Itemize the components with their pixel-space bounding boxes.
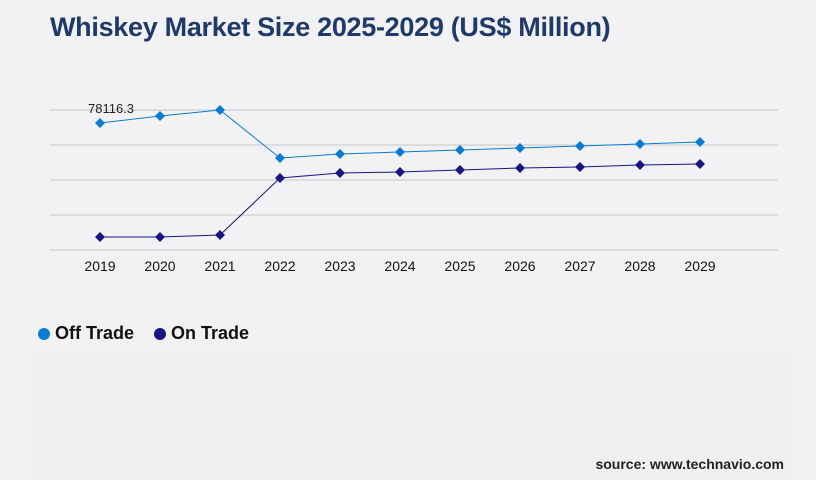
- data-point: [515, 143, 525, 154]
- data-point: [155, 111, 165, 122]
- x-tick-label: 2029: [684, 258, 715, 274]
- legend: Off Trade On Trade: [38, 323, 249, 344]
- data-point: [635, 160, 645, 171]
- legend-item-on-trade[interactable]: On Trade: [154, 323, 249, 344]
- x-tick-label: 2024: [384, 258, 415, 274]
- data-point: [575, 141, 585, 152]
- data-point: [515, 163, 525, 174]
- x-tick-label: 2020: [144, 258, 175, 274]
- x-tick-label: 2023: [324, 258, 355, 274]
- data-point: [95, 118, 105, 129]
- data-point: [395, 147, 405, 158]
- x-tick-label: 2021: [204, 258, 235, 274]
- x-tick-label: 2025: [444, 258, 475, 274]
- data-point: [335, 149, 345, 160]
- x-tick-label: 2028: [624, 258, 655, 274]
- legend-label-off-trade: Off Trade: [55, 323, 135, 343]
- data-point: [155, 232, 165, 243]
- legend-marker-on-trade: [154, 327, 167, 340]
- x-tick-label: 2026: [504, 258, 535, 274]
- data-point: [335, 168, 345, 179]
- source-text: source: www.technavio.com: [595, 456, 784, 472]
- data-point: [695, 137, 705, 148]
- legend-item-off-trade[interactable]: Off Trade: [38, 323, 134, 344]
- data-point: [275, 153, 285, 164]
- data-point: [215, 105, 225, 116]
- legend-label-on-trade: On Trade: [171, 323, 250, 343]
- chart-plot: 2019 2020 2021 2022 2023 2024 2025 2026 2027 2028…: [50, 101, 778, 274]
- data-point: [455, 165, 465, 176]
- data-point: [215, 229, 225, 240]
- x-tick-label: 2022: [264, 258, 295, 274]
- data-point: [695, 159, 705, 170]
- x-tick-label: 2019: [84, 258, 115, 274]
- data-label: 78116.3: [88, 101, 134, 116]
- lower-panel: [30, 350, 790, 480]
- data-point: [635, 139, 645, 150]
- legend-marker-off-trade: [38, 327, 50, 340]
- data-point: [275, 173, 285, 184]
- chart-title: Whiskey Market Size 2025-2029 (US$ Milli…: [50, 12, 611, 42]
- data-point: [395, 167, 405, 178]
- data-point: [455, 145, 465, 156]
- x-tick-label: 2027: [564, 258, 595, 274]
- data-point: [575, 162, 585, 173]
- data-point: [95, 232, 105, 243]
